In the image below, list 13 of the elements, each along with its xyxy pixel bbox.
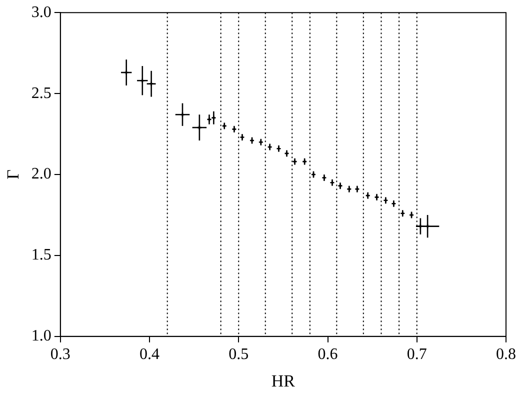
x-tick-label: 0.6 — [318, 346, 338, 364]
x-tick-label: 0.3 — [50, 346, 70, 364]
x-tick-label: 0.4 — [140, 346, 160, 364]
y-axis-title: Γ — [4, 169, 23, 180]
y-tick-label: 3.0 — [31, 4, 52, 21]
x-tick-label: 0.5 — [228, 346, 249, 364]
x-axis-title: HR — [271, 371, 296, 390]
y-tick-label: 2.0 — [31, 166, 52, 183]
y-tick-label: 1.0 — [31, 328, 52, 345]
x-tick-label: 0.8 — [496, 346, 516, 364]
y-tick-label: 2.5 — [31, 84, 52, 102]
x-tick-label: 0.7 — [406, 346, 427, 364]
y-tick-label: 1.5 — [31, 246, 52, 264]
